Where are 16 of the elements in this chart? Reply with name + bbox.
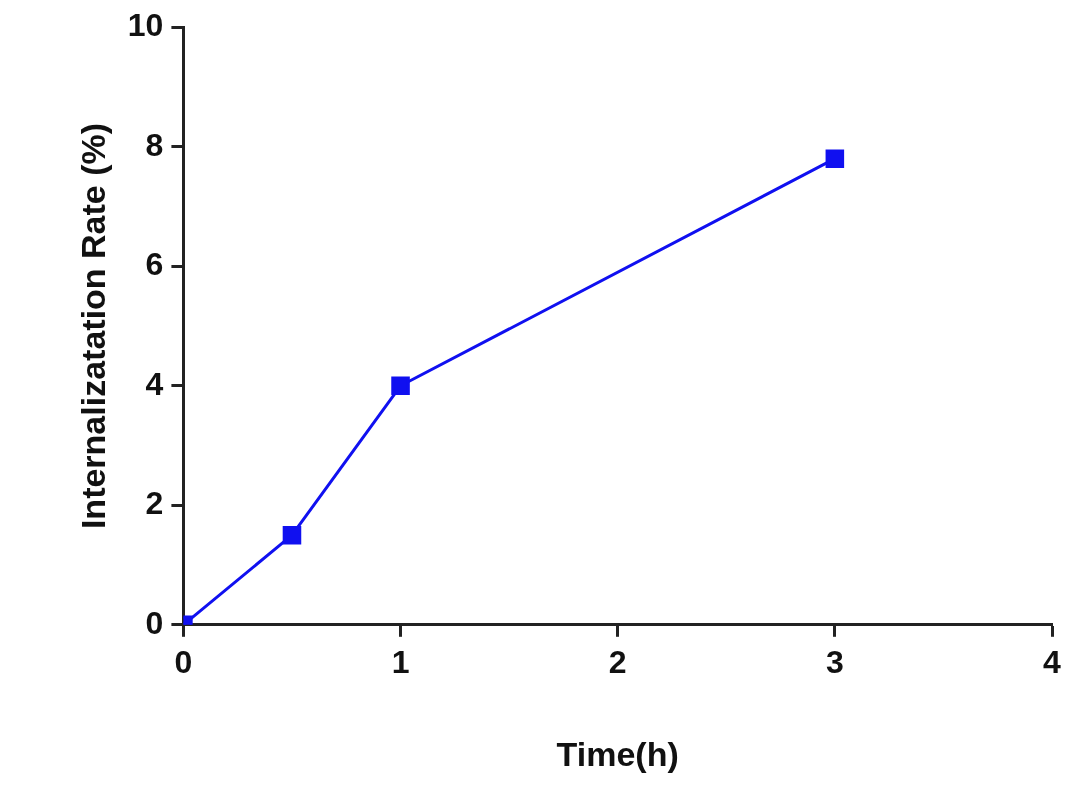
y-tick-label: 10 [127,7,164,44]
y-tick-label: 4 [145,365,164,402]
x-tick-label: 1 [391,643,410,680]
y-tick-label: 8 [145,126,164,163]
x-axis-title: Time(h) [556,734,679,773]
point [282,525,302,545]
x-tick-label: 3 [825,643,844,680]
x-tick-label: 2 [608,643,627,680]
y-tick-label: 0 [145,604,164,641]
x-tick-label: 0 [174,643,193,680]
y-tick-label: 2 [145,485,164,522]
point [825,149,845,168]
y-tick-label: 6 [145,246,164,283]
x-tick-label: 4 [1043,643,1062,680]
y-axis-title: Internalizatation Rate (%) [73,122,112,530]
point [391,376,410,396]
